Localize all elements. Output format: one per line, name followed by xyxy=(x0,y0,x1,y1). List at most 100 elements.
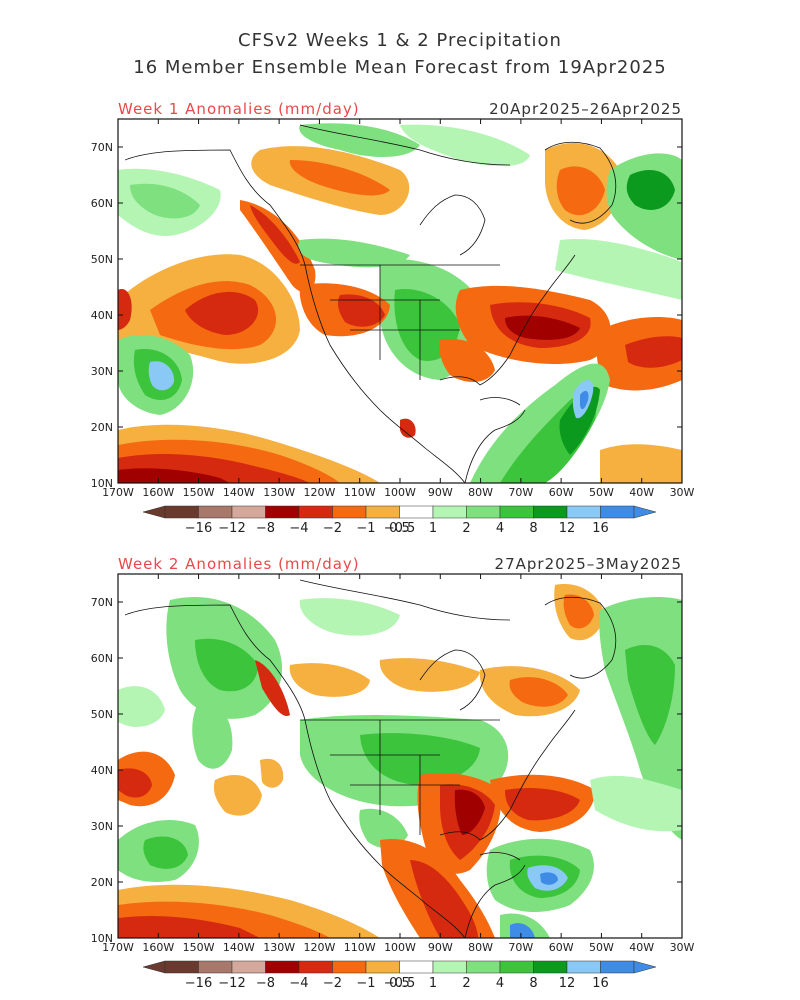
colorbar-segment xyxy=(466,505,501,519)
lon-label: 120W xyxy=(303,486,335,499)
panel-1-label: Week 1 Anomalies (mm/day) xyxy=(118,100,360,118)
lon-label: 110W xyxy=(344,486,376,499)
colorbar-label: −16 xyxy=(185,976,212,991)
lon-label: 50W xyxy=(589,486,614,499)
lon-label: 60W xyxy=(549,941,574,954)
colorbar-segment xyxy=(499,505,534,519)
colorbar-arrow-right xyxy=(633,505,657,519)
lon-label: 160W xyxy=(142,486,174,499)
colorbar-segment xyxy=(298,960,333,974)
colorbar-segment xyxy=(566,505,601,519)
colorbar-label: 2 xyxy=(462,521,470,536)
colorbar-segment xyxy=(164,960,199,974)
lon-label: 30W xyxy=(670,486,695,499)
colorbar-segment xyxy=(332,505,367,519)
colorbar-label: −4 xyxy=(289,521,308,536)
colorbar-segment xyxy=(432,960,467,974)
lon-label: 150W xyxy=(183,486,215,499)
colorbar-label: 8 xyxy=(529,976,537,991)
colorbar-label: 16 xyxy=(592,976,609,991)
colorbar-segment xyxy=(466,960,501,974)
lon-label: 120W xyxy=(303,941,335,954)
colorbar-label: 12 xyxy=(559,521,576,536)
colorbar-segment xyxy=(365,505,400,519)
colorbar-segment xyxy=(231,960,266,974)
colorbar-segment xyxy=(399,960,434,974)
colorbar-segment xyxy=(399,505,434,519)
lat-label: 60N xyxy=(91,652,113,665)
lat-label: 70N xyxy=(91,141,113,154)
lon-label: 80W xyxy=(468,941,493,954)
colorbar-label: −12 xyxy=(218,521,245,536)
lon-label: 90W xyxy=(428,486,453,499)
colorbar-label: −0.5 xyxy=(384,976,416,991)
colorbar-label: 2 xyxy=(462,976,470,991)
colorbar-label: −4 xyxy=(289,976,308,991)
lat-label: 20N xyxy=(91,876,113,889)
colorbar-segment xyxy=(566,960,601,974)
colorbar-segment xyxy=(298,505,333,519)
lon-label: 130W xyxy=(263,941,295,954)
colorbar-label: −8 xyxy=(256,976,275,991)
colorbar-segment xyxy=(600,505,635,519)
colorbar-segment xyxy=(533,960,568,974)
chart-title-line-1: CFSv2 Weeks 1 & 2 Precipitation xyxy=(238,30,562,51)
week-1-map xyxy=(118,119,682,483)
lat-label: 10N xyxy=(91,932,113,945)
colorbar-label: 8 xyxy=(529,521,537,536)
lon-label: 130W xyxy=(263,486,295,499)
panel-2-label: Week 2 Anomalies (mm/day) xyxy=(118,555,360,573)
week-2-coastlines xyxy=(124,579,617,938)
colorbar-label: 0.5 xyxy=(389,976,410,991)
lat-label: 10N xyxy=(91,477,113,490)
lon-label: 30W xyxy=(670,941,695,954)
colorbar-arrow-right xyxy=(633,960,657,974)
lon-label: 160W xyxy=(142,941,174,954)
week-1-colorbar: −16 −12 −8 −4 −2 −1 −0.50.5 1 2 4 8 12 16 xyxy=(142,505,657,536)
colorbar-label: −2 xyxy=(323,976,342,991)
lon-label: 170W xyxy=(102,486,134,499)
colorbar-segment xyxy=(533,505,568,519)
colorbar-arrow-left xyxy=(142,505,166,519)
lat-label: 40N xyxy=(91,764,113,777)
lat-label: 30N xyxy=(91,365,113,378)
colorbar-label: −2 xyxy=(323,521,342,536)
lat-label: 20N xyxy=(91,421,113,434)
lat-label: 50N xyxy=(91,253,113,266)
colorbar-segment xyxy=(265,505,300,519)
lat-label: 30N xyxy=(91,820,113,833)
lon-label: 110W xyxy=(344,941,376,954)
colorbar-label: 4 xyxy=(496,976,504,991)
colorbar-label: 4 xyxy=(496,521,504,536)
colorbar-segment xyxy=(265,960,300,974)
lon-label: 70W xyxy=(508,941,533,954)
lat-label: 60N xyxy=(91,197,113,210)
colorbar-label: −16 xyxy=(185,521,212,536)
lon-label: 60W xyxy=(549,486,574,499)
lon-label: 100W xyxy=(384,486,416,499)
week-1-coastlines xyxy=(124,124,617,483)
panel-2-dates: 27Apr2025–3May2025 xyxy=(494,555,682,573)
lon-label: 50W xyxy=(589,941,614,954)
colorbar-label: 12 xyxy=(559,976,576,991)
colorbar-label: −1 xyxy=(356,521,375,536)
colorbar-label: 1 xyxy=(429,521,437,536)
colorbar-segment xyxy=(365,960,400,974)
colorbar-segment xyxy=(600,960,635,974)
panel-1-dates: 20Apr2025–26Apr2025 xyxy=(489,100,682,118)
colorbar-segment xyxy=(499,960,534,974)
colorbar-label: −1 xyxy=(356,976,375,991)
colorbar-label: 1 xyxy=(429,976,437,991)
lon-label: 100W xyxy=(384,941,416,954)
lat-label: 70N xyxy=(91,596,113,609)
lon-label: 70W xyxy=(508,486,533,499)
lon-label: 80W xyxy=(468,486,493,499)
lat-label: 50N xyxy=(91,708,113,721)
colorbar-label: −8 xyxy=(256,521,275,536)
colorbar-segment xyxy=(332,960,367,974)
lon-label: 40W xyxy=(629,941,654,954)
colorbar-label: 16 xyxy=(592,521,609,536)
